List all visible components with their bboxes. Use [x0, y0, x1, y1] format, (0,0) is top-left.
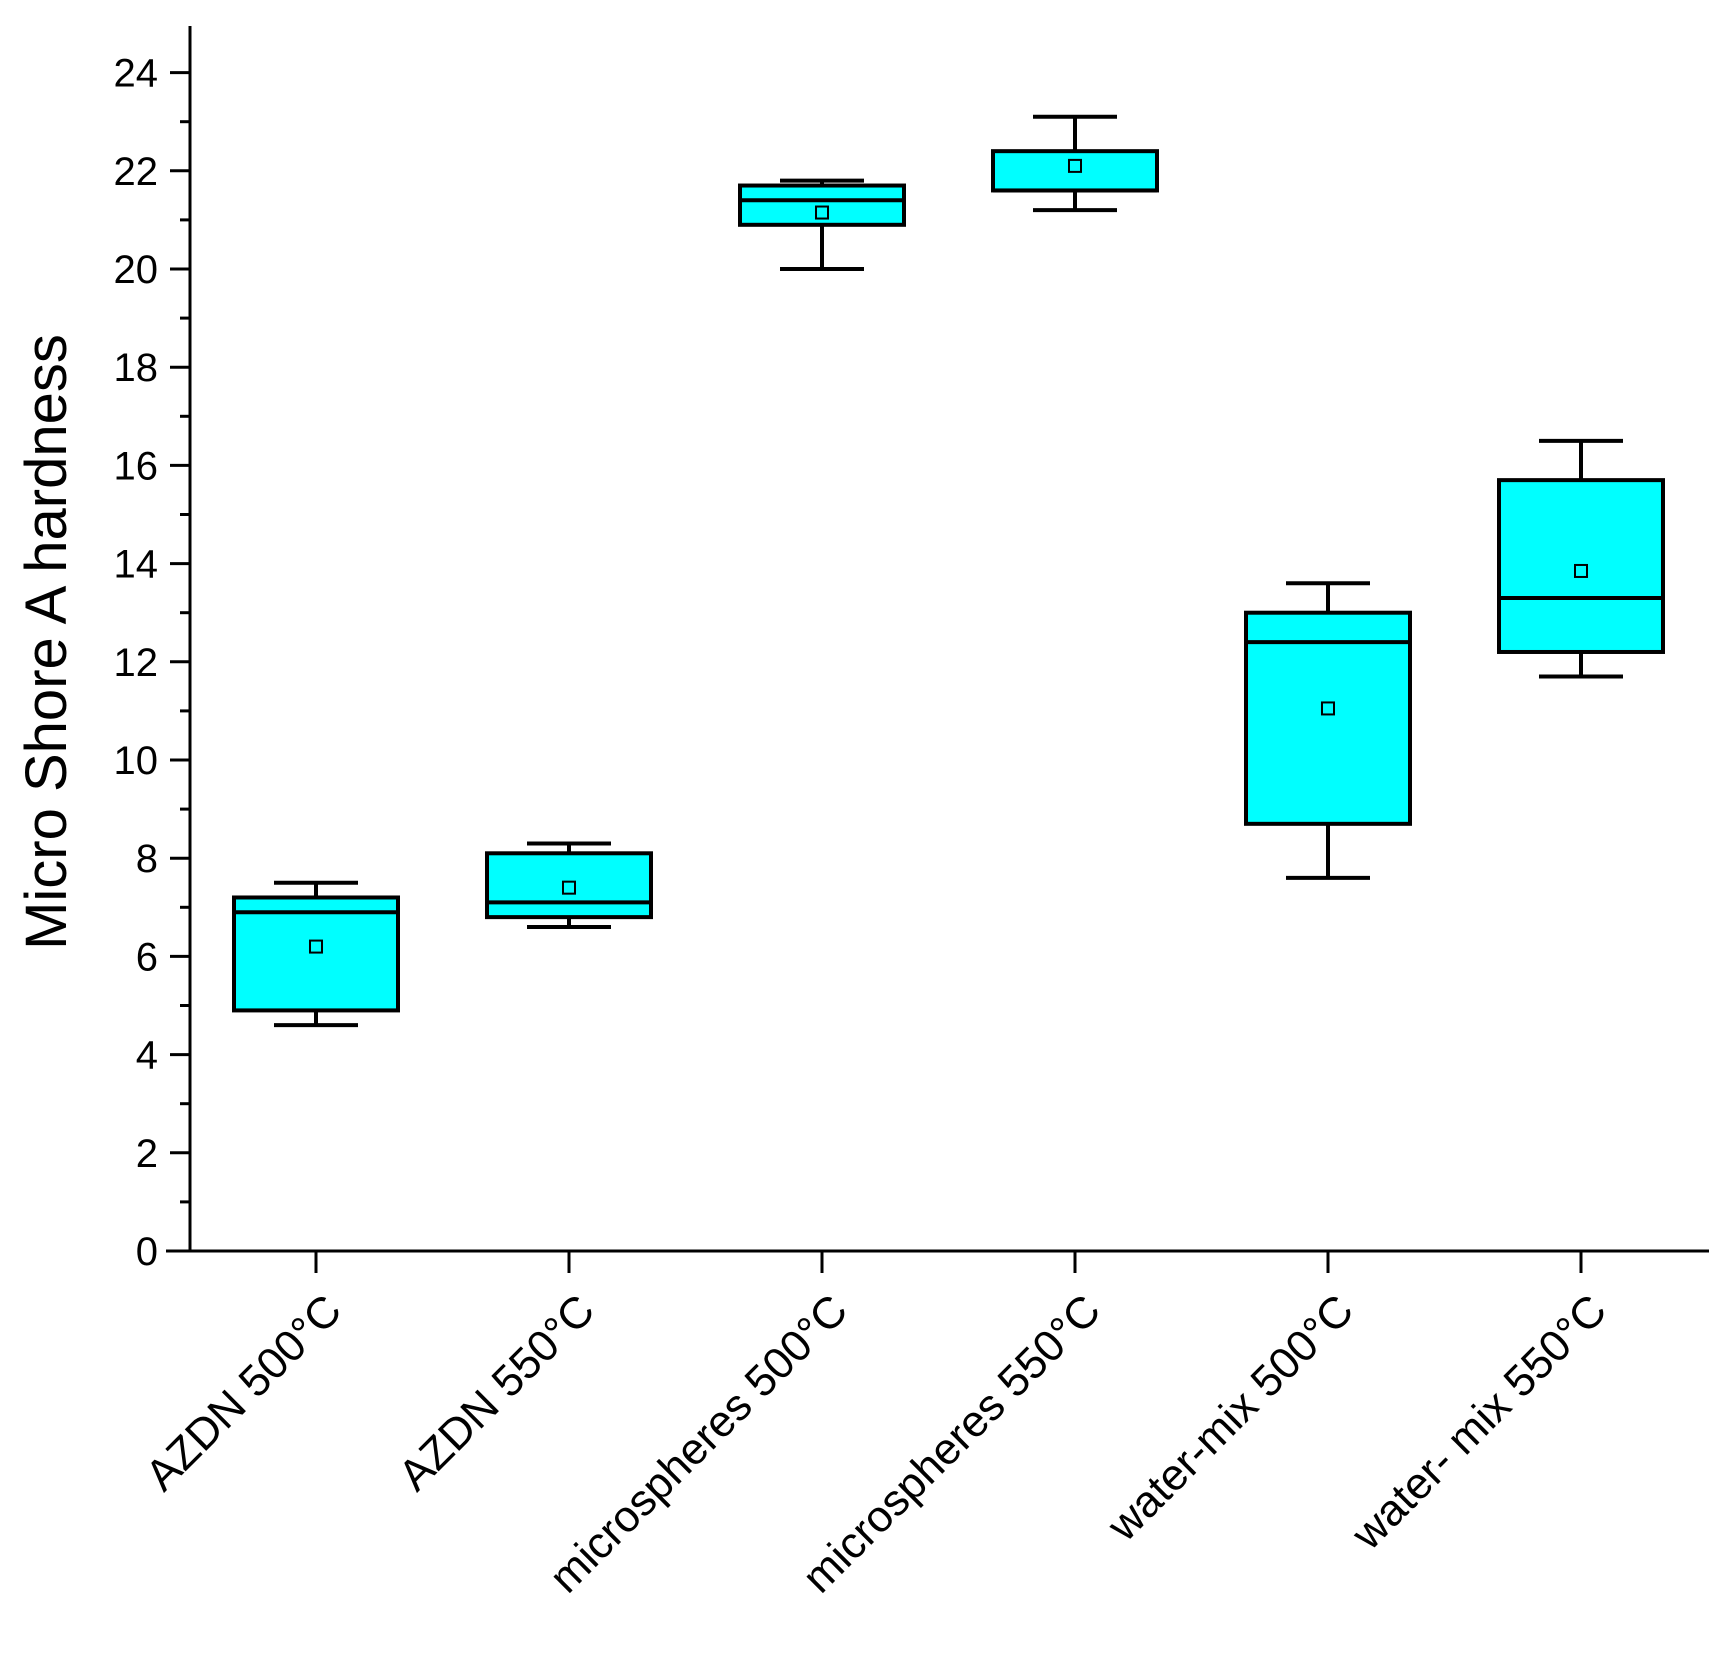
mean-marker	[1068, 158, 1082, 173]
x-category-label: water-mix 500°C	[1097, 1285, 1363, 1551]
y-axis-title: Micro Shore A hardness	[14, 334, 79, 950]
x-category-label: AZDN 550°C	[389, 1285, 604, 1500]
box-group	[232, 880, 400, 1028]
y-tick-label: 12	[114, 641, 159, 685]
box-series	[232, 114, 1665, 1028]
y-tick-label: 10	[114, 739, 159, 783]
y-tick-label: 8	[136, 837, 158, 881]
mean-marker	[1321, 701, 1335, 716]
y-tick-label: 14	[114, 543, 159, 587]
box-group	[738, 178, 906, 271]
y-axis-ticks	[170, 71, 190, 1253]
mean-marker	[562, 880, 576, 895]
box-iqr	[485, 851, 653, 920]
y-tick-label: 16	[114, 444, 159, 488]
y-tick-label: 20	[114, 248, 159, 292]
y-tick-label: 6	[136, 935, 158, 979]
box-iqr	[1244, 610, 1412, 826]
y-tick-label: 24	[114, 52, 159, 96]
mean-marker	[815, 205, 829, 220]
y-tick-label: 0	[136, 1230, 158, 1274]
y-tick-label: 22	[114, 150, 159, 194]
box-group	[1244, 581, 1412, 880]
x-axis-ticks	[314, 1251, 1583, 1273]
box-group	[991, 114, 1159, 213]
y-tick-label: 4	[136, 1034, 158, 1078]
box-group	[1497, 438, 1665, 679]
box-group	[485, 841, 653, 929]
box-iqr	[232, 895, 400, 1013]
x-category-label: AZDN 500°C	[136, 1285, 351, 1500]
y-tick-label: 2	[136, 1132, 158, 1176]
x-category-label: water- mix 550°C	[1342, 1285, 1616, 1559]
mean-marker	[1574, 563, 1588, 578]
y-tick-label: 18	[114, 346, 159, 390]
mean-marker	[309, 939, 323, 954]
